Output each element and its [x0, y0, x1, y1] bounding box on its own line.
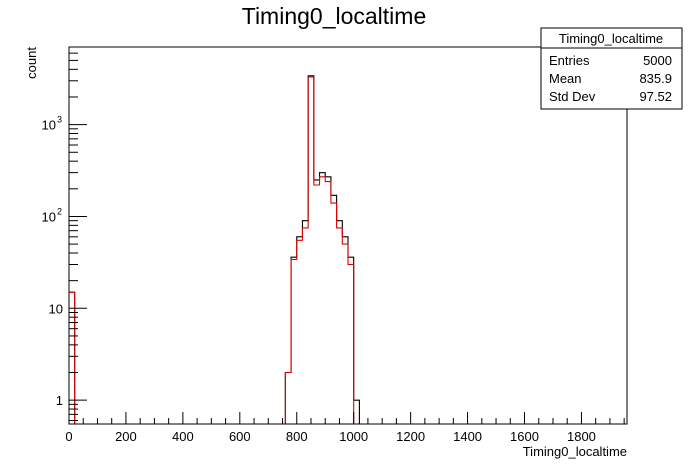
- stats-label-entries: Entries: [549, 53, 590, 68]
- x-tick-label: 1600: [510, 429, 539, 444]
- stats-value-std-dev: 97.52: [639, 89, 672, 104]
- stats-box-title: Timing0_localtime: [559, 31, 663, 46]
- x-tick-label: 1000: [339, 429, 368, 444]
- x-tick-label: 1200: [396, 429, 425, 444]
- x-tick-label: 400: [172, 429, 194, 444]
- y-tick-exponent: 2: [57, 206, 62, 216]
- y-tick-label: 10: [42, 209, 56, 224]
- y-tick-label: 10: [49, 301, 63, 316]
- stats-value-entries: 5000: [643, 53, 672, 68]
- x-tick-label: 1800: [567, 429, 596, 444]
- y-axis-label: count: [24, 47, 39, 79]
- stats-box-frame: [540, 27, 683, 110]
- x-tick-label: 600: [229, 429, 251, 444]
- x-tick-label: 1400: [453, 429, 482, 444]
- chart-title: Timing0_localtime: [242, 3, 427, 29]
- stats-label-std-dev: Std Dev: [549, 89, 596, 104]
- y-tick-label: 1: [56, 393, 63, 408]
- x-tick-label: 800: [286, 429, 308, 444]
- x-tick-label: 0: [65, 429, 72, 444]
- x-axis: 0 200 400 600 800 1000 1200 1400 1600 1800: [65, 412, 625, 444]
- y-tick-exponent: 3: [57, 115, 62, 125]
- plot-frame: [68, 46, 628, 425]
- stats-box: Timing0_localtime Entries 5000 Mean 835.…: [540, 27, 683, 110]
- stats-value-mean: 835.9: [639, 71, 672, 86]
- x-tick-label: 200: [115, 429, 137, 444]
- stats-label-mean: Mean: [549, 71, 582, 86]
- y-tick-label: 10: [42, 118, 56, 133]
- x-axis-label: Timing0_localtime: [523, 444, 627, 459]
